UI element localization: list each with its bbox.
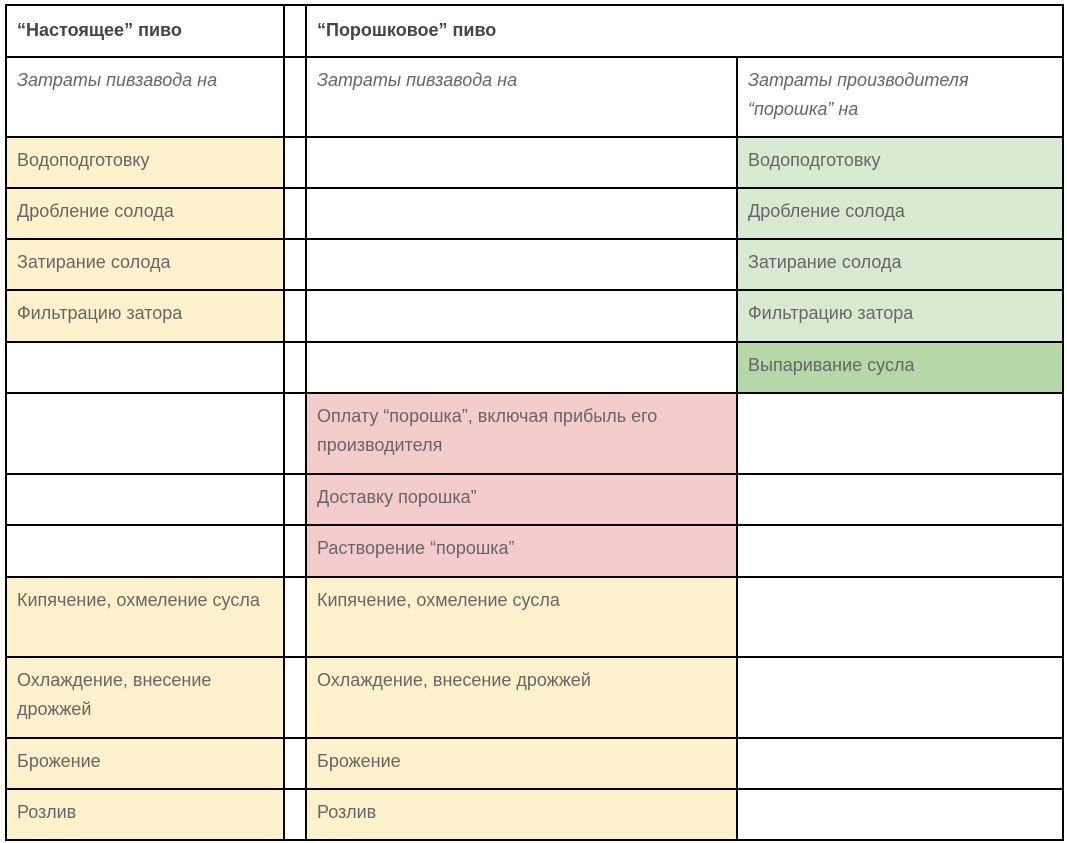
column-separator [283,473,307,526]
powder-step-cell: Доставку порошка” [305,473,738,526]
producer-step-cell [736,737,1064,790]
real-step-cell: Затирание солода [5,238,285,291]
producer-step-cell [736,473,1064,526]
table-row: Выпаривание сусла [5,341,1064,394]
powder-step-cell [305,341,738,394]
real-step-cell: Водоподготовку [5,136,285,189]
real-step-cell [5,341,285,394]
header-row: “Настоящее” пиво “Порошковое” пиво [5,4,1064,58]
table-row: Охлаждение, внесение дрожжей Охлаждение,… [5,656,1064,739]
column-separator [283,187,307,240]
powder-step-cell: Кипячение, охмеление сусла [305,576,738,658]
brewery-costs-real-label: Затраты пивзавода на [5,56,285,138]
powder-step-cell: Растворение “порошка” [305,524,738,578]
producer-step-cell [736,656,1064,739]
real-step-cell [5,524,285,578]
powder-step-cell [305,136,738,189]
column-separator [283,392,307,475]
producer-step-cell: Дробление солода [736,187,1064,240]
producer-step-cell [736,392,1064,475]
powder-step-cell [305,238,738,291]
table-row: Дробление солода Дробление солода [5,187,1064,240]
column-separator [283,289,307,343]
real-beer-header: “Настоящее” пиво [5,4,285,58]
real-step-cell: Охлаждение, внесение дрожжей [5,656,285,739]
column-separator [283,576,307,658]
powder-step-cell [305,289,738,343]
real-step-cell: Кипячение, охмеление сусла [5,576,285,658]
table-row: Фильтрацию затора Фильтрацию затора [5,289,1064,343]
column-separator [283,737,307,790]
powder-step-cell: Охлаждение, внесение дрожжей [305,656,738,739]
producer-step-cell [736,788,1064,841]
table-row: Водоподготовку Водоподготовку [5,136,1064,189]
producer-step-cell: Водоподготовку [736,136,1064,189]
column-separator [283,788,307,841]
producer-step-cell: Затирание солода [736,238,1064,291]
table-row: Растворение “порошка” [5,524,1064,578]
powder-step-cell [305,187,738,240]
producer-step-cell [736,524,1064,578]
producer-costs-label: Затраты производителя “порошка” на [736,56,1064,138]
powder-beer-header: “Порошковое” пиво [305,4,1064,58]
real-step-cell [5,392,285,475]
column-separator [283,4,307,58]
table-row: Кипячение, охмеление сусла Кипячение, ох… [5,576,1064,658]
column-separator [283,56,307,138]
powder-step-cell: Розлив [305,788,738,841]
beer-cost-comparison-table: “Настоящее” пиво “Порошковое” пиво Затра… [5,4,1064,841]
table-row: Брожение Брожение [5,737,1064,790]
powder-step-cell: Брожение [305,737,738,790]
column-separator [283,238,307,291]
producer-step-cell: Фильтрацию затора [736,289,1064,343]
powder-step-cell: Оплату “порошка”, включая прибыль его пр… [305,392,738,475]
table-row: Доставку порошка” [5,473,1064,526]
table-row: Оплату “порошка”, включая прибыль его пр… [5,392,1064,475]
column-separator [283,136,307,189]
real-step-cell: Фильтрацию затора [5,289,285,343]
real-step-cell: Розлив [5,788,285,841]
producer-step-cell: Выпаривание сусла [736,341,1064,394]
column-separator [283,656,307,739]
real-step-cell [5,473,285,526]
real-step-cell: Дробление солода [5,187,285,240]
producer-step-cell [736,576,1064,658]
real-step-cell: Брожение [5,737,285,790]
column-separator [283,341,307,394]
table-row: Розлив Розлив [5,788,1064,841]
subheader-row: Затраты пивзавода на Затраты пивзавода н… [5,56,1064,138]
brewery-costs-powder-label: Затраты пивзавода на [305,56,738,138]
table-row: Затирание солода Затирание солода [5,238,1064,291]
column-separator [283,524,307,578]
